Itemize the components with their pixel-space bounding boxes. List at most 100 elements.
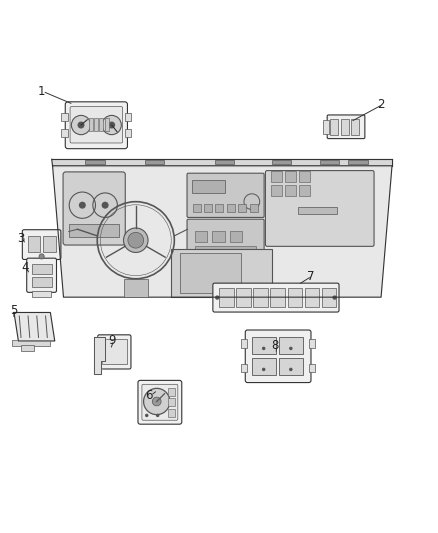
Circle shape (39, 254, 44, 259)
FancyBboxPatch shape (27, 258, 57, 292)
FancyBboxPatch shape (142, 384, 178, 420)
Bar (94, 118, 98, 131)
Bar (227, 204, 235, 212)
Bar (299, 185, 310, 197)
Bar (270, 288, 285, 307)
Bar (215, 204, 223, 212)
Bar (28, 236, 40, 253)
Circle shape (78, 122, 85, 128)
Bar (102, 339, 127, 364)
Circle shape (102, 201, 109, 209)
Bar (85, 160, 105, 164)
Bar (43, 236, 56, 253)
FancyBboxPatch shape (245, 330, 311, 383)
Circle shape (124, 228, 148, 253)
Text: 4: 4 (21, 261, 28, 274)
Bar (33, 258, 48, 263)
Bar (298, 207, 337, 214)
Bar (288, 288, 302, 307)
Circle shape (156, 414, 159, 417)
Bar (348, 160, 368, 164)
Bar (272, 160, 291, 164)
Circle shape (289, 368, 293, 371)
Bar (236, 288, 251, 307)
Circle shape (144, 389, 170, 415)
Bar (250, 204, 258, 212)
Bar (219, 288, 233, 307)
Bar (204, 204, 212, 212)
Bar (124, 279, 148, 297)
Bar (168, 398, 175, 406)
Circle shape (95, 366, 100, 371)
Circle shape (332, 295, 337, 300)
Polygon shape (53, 166, 392, 297)
Bar (212, 231, 225, 243)
Bar (168, 388, 175, 395)
FancyBboxPatch shape (70, 107, 123, 143)
Bar (279, 336, 303, 354)
Bar (230, 231, 242, 243)
Bar (253, 288, 268, 307)
Bar (195, 246, 256, 254)
Circle shape (145, 414, 148, 417)
Circle shape (71, 115, 91, 135)
Circle shape (215, 295, 219, 300)
Bar (180, 253, 241, 293)
Text: 3: 3 (18, 231, 25, 245)
Bar (285, 172, 296, 182)
Bar (341, 119, 349, 135)
Bar (195, 231, 207, 243)
Bar (279, 358, 303, 375)
FancyBboxPatch shape (22, 230, 61, 260)
Bar (238, 204, 246, 212)
Circle shape (262, 346, 265, 350)
Bar (105, 118, 109, 131)
Bar (309, 364, 315, 373)
Bar (271, 172, 282, 182)
Bar (61, 130, 68, 138)
FancyBboxPatch shape (187, 219, 264, 259)
Bar (252, 358, 276, 375)
Bar (285, 185, 296, 197)
Bar (168, 409, 175, 417)
Bar (21, 345, 34, 351)
Polygon shape (14, 312, 55, 341)
Bar (32, 264, 52, 274)
Bar (32, 278, 52, 287)
Text: 2: 2 (378, 98, 385, 111)
Bar (241, 339, 247, 348)
Text: 6: 6 (145, 389, 153, 402)
Text: 5: 5 (10, 304, 17, 317)
FancyBboxPatch shape (98, 335, 131, 369)
Bar (215, 160, 234, 164)
Bar (99, 118, 103, 131)
Bar (61, 113, 68, 120)
FancyBboxPatch shape (213, 283, 339, 312)
Bar (322, 288, 336, 307)
Circle shape (262, 368, 265, 371)
Text: 8: 8 (272, 339, 279, 352)
Text: 7: 7 (307, 270, 314, 282)
Circle shape (152, 397, 161, 406)
Bar (69, 224, 119, 237)
Polygon shape (52, 159, 392, 166)
Bar (252, 336, 276, 354)
Bar (145, 160, 164, 164)
Bar (125, 113, 131, 120)
Bar (305, 288, 319, 307)
Bar (241, 364, 247, 373)
FancyBboxPatch shape (138, 381, 182, 424)
Circle shape (289, 346, 293, 350)
Bar (192, 180, 225, 193)
Bar (299, 172, 310, 182)
Bar (193, 204, 201, 212)
Circle shape (79, 201, 86, 209)
Text: 1: 1 (37, 85, 45, 98)
Circle shape (108, 122, 115, 128)
FancyBboxPatch shape (327, 115, 365, 139)
Bar (351, 119, 359, 135)
FancyBboxPatch shape (265, 171, 374, 246)
Bar (32, 290, 51, 297)
Text: 9: 9 (109, 334, 116, 346)
Bar (320, 160, 339, 164)
